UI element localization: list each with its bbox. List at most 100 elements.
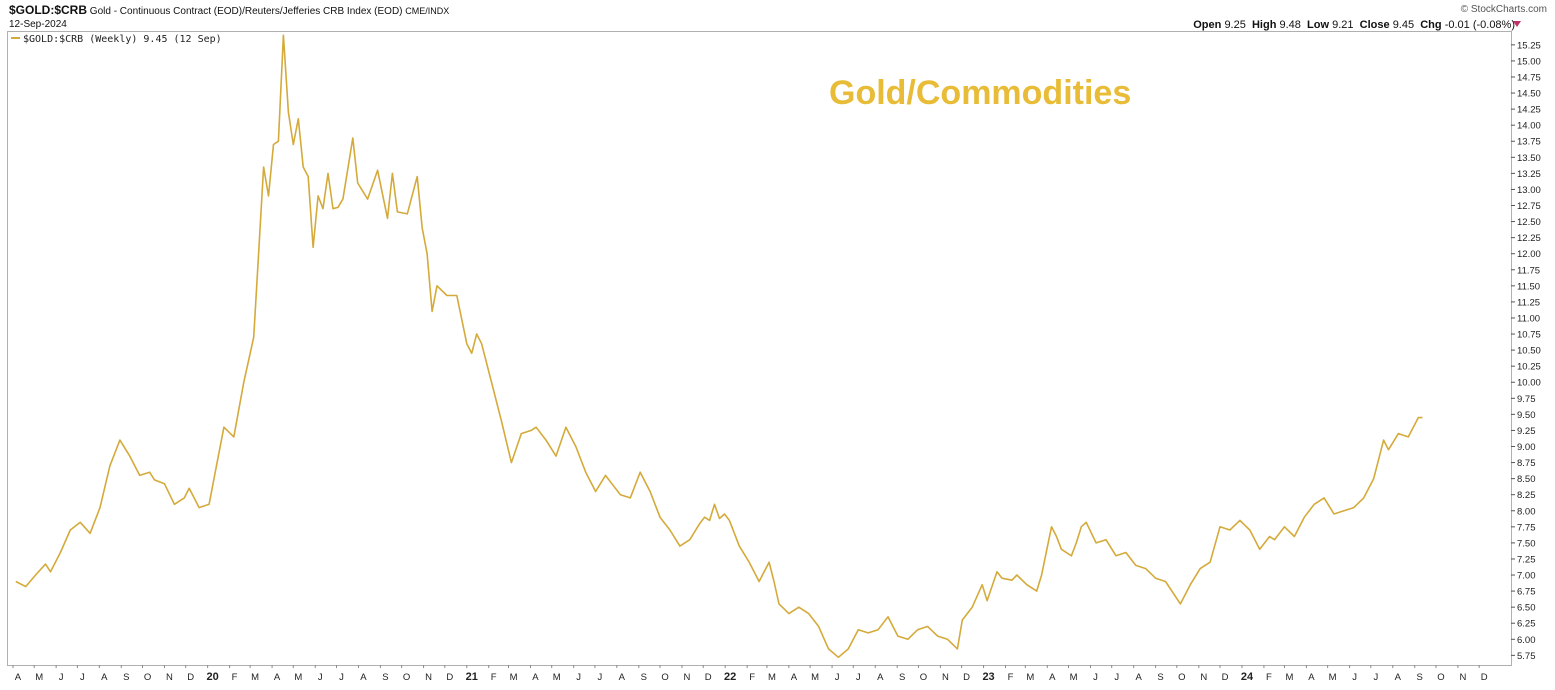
y-tick-label: 10.25 [1517, 362, 1541, 373]
x-tick-label: F [749, 672, 755, 683]
x-tick-label: F [232, 672, 238, 683]
x-axis: A M J J A S O N D 20 F M A M J J A S O N D 21 F M A M J J A S O N D 22 F M A… [12, 665, 1488, 683]
y-tick-label: 8.00 [1517, 506, 1536, 517]
x-tick-label: A [1395, 672, 1402, 683]
y-tick-label: 9.75 [1517, 394, 1536, 405]
x-tick-label: O [661, 672, 668, 683]
chg-label: Chg [1420, 19, 1442, 31]
x-tick-label: N [1459, 672, 1466, 683]
x-tick-label: M [1070, 672, 1078, 683]
y-tick-label: 6.75 [1517, 587, 1536, 598]
y-tick-label: 12.50 [1517, 217, 1541, 228]
y-tick-label: 9.00 [1517, 442, 1536, 453]
x-tick-label: J [59, 672, 64, 683]
x-tick-label: D [446, 672, 453, 683]
gold-commodities-annotation: Gold/Commodities [829, 74, 1131, 112]
y-tick-label: 12.25 [1517, 233, 1541, 244]
x-tick-label: 24 [1241, 671, 1254, 683]
high-value: 9.48 [1279, 19, 1301, 31]
x-tick-label: J [576, 672, 581, 683]
watermark: © StockCharts.com [1460, 4, 1547, 15]
x-tick-label: F [491, 672, 497, 683]
y-tick-label: 9.50 [1517, 410, 1536, 421]
x-tick-label: O [144, 672, 151, 683]
chg-value: -0.01 (-0.08%) [1444, 19, 1515, 31]
x-tick-label: A [532, 672, 539, 683]
y-tick-label: 11.50 [1517, 281, 1540, 292]
y-tick-label: 7.50 [1517, 538, 1536, 549]
y-tick-label: 11.00 [1517, 313, 1540, 324]
y-tick-label: 6.00 [1517, 635, 1536, 646]
x-tick-label: O [1437, 672, 1444, 683]
x-tick-label: A [1049, 672, 1056, 683]
low-label: Low [1307, 19, 1330, 31]
y-tick-label: 10.50 [1517, 346, 1541, 357]
y-tick-label: 13.75 [1517, 137, 1541, 148]
x-tick-label: O [1178, 672, 1185, 683]
open-label: Open [1193, 19, 1222, 31]
x-tick-label: M [768, 672, 776, 683]
x-tick-label: M [35, 672, 43, 683]
x-tick-label: S [1417, 672, 1423, 683]
y-tick-label: 13.25 [1517, 169, 1541, 180]
x-tick-label: S [123, 672, 129, 683]
x-tick-label: A [1308, 672, 1315, 683]
x-tick-label: M [251, 672, 259, 683]
x-tick-label: J [339, 672, 344, 683]
y-tick-label: 11.75 [1517, 265, 1540, 276]
x-tick-label: S [382, 672, 388, 683]
x-tick-label: D [1222, 672, 1229, 683]
y-tick-label: 7.25 [1517, 554, 1536, 565]
y-tick-label: 8.75 [1517, 458, 1536, 469]
y-tick-label: 10.75 [1517, 330, 1541, 341]
y-tick-label: 14.75 [1517, 72, 1541, 83]
y-tick-label: 9.25 [1517, 426, 1536, 437]
y-tick-label: 6.25 [1517, 619, 1536, 630]
x-tick-label: S [899, 672, 905, 683]
y-tick-label: 8.50 [1517, 474, 1536, 485]
x-tick-label: O [920, 672, 927, 683]
symbol-label: $GOLD:$CRB [9, 3, 88, 17]
x-tick-label: F [1266, 672, 1272, 683]
x-tick-label: J [1352, 672, 1357, 683]
x-tick-label: 21 [466, 671, 478, 683]
y-tick-label: 7.75 [1517, 522, 1536, 533]
y-tick-label: 13.50 [1517, 153, 1541, 164]
y-tick-label: 12.75 [1517, 201, 1541, 212]
y-tick-label: 8.25 [1517, 490, 1536, 501]
x-tick-label: A [791, 672, 798, 683]
x-tick-label: N [166, 672, 173, 683]
series-line-gold-crb [15, 34, 1423, 659]
exchange-label: CME/INDX [405, 6, 450, 16]
x-tick-label: A [15, 672, 22, 683]
x-tick-label: 20 [207, 671, 219, 683]
date-label: 12-Sep-2024 [9, 19, 67, 30]
x-tick-label: F [1008, 672, 1014, 683]
y-tick-label: 10.00 [1517, 378, 1541, 389]
x-tick-label: M [1285, 672, 1293, 683]
y-tick-label: 12.00 [1517, 249, 1541, 260]
high-label: High [1251, 19, 1277, 31]
y-tick-label: 14.25 [1517, 105, 1541, 116]
x-tick-label: S [641, 672, 647, 683]
x-tick-label: D [705, 672, 712, 683]
x-tick-label: D [963, 672, 970, 683]
y-axis: 15.25 15.00 14.75 14.50 14.25 14.00 13.75 13.50… [1511, 40, 1541, 662]
y-tick-label: 14.50 [1517, 89, 1541, 100]
x-tick-label: O [403, 672, 410, 683]
x-tick-label: M [1026, 672, 1034, 683]
legend-label: $GOLD:$CRB (Weekly) 9.45 (12 Sep) [23, 34, 222, 45]
x-tick-label: M [553, 672, 561, 683]
y-tick-label: 14.00 [1517, 121, 1541, 132]
x-tick-label: A [274, 672, 281, 683]
x-tick-label: M [1329, 672, 1337, 683]
x-tick-label: A [877, 672, 884, 683]
x-tick-label: J [80, 672, 85, 683]
x-tick-label: N [942, 672, 949, 683]
x-tick-label: A [101, 672, 108, 683]
x-tick-label: D [1481, 672, 1488, 683]
x-tick-label: J [835, 672, 840, 683]
x-tick-label: 22 [724, 671, 736, 683]
x-tick-label: A [619, 672, 626, 683]
x-tick-label: A [1135, 672, 1142, 683]
